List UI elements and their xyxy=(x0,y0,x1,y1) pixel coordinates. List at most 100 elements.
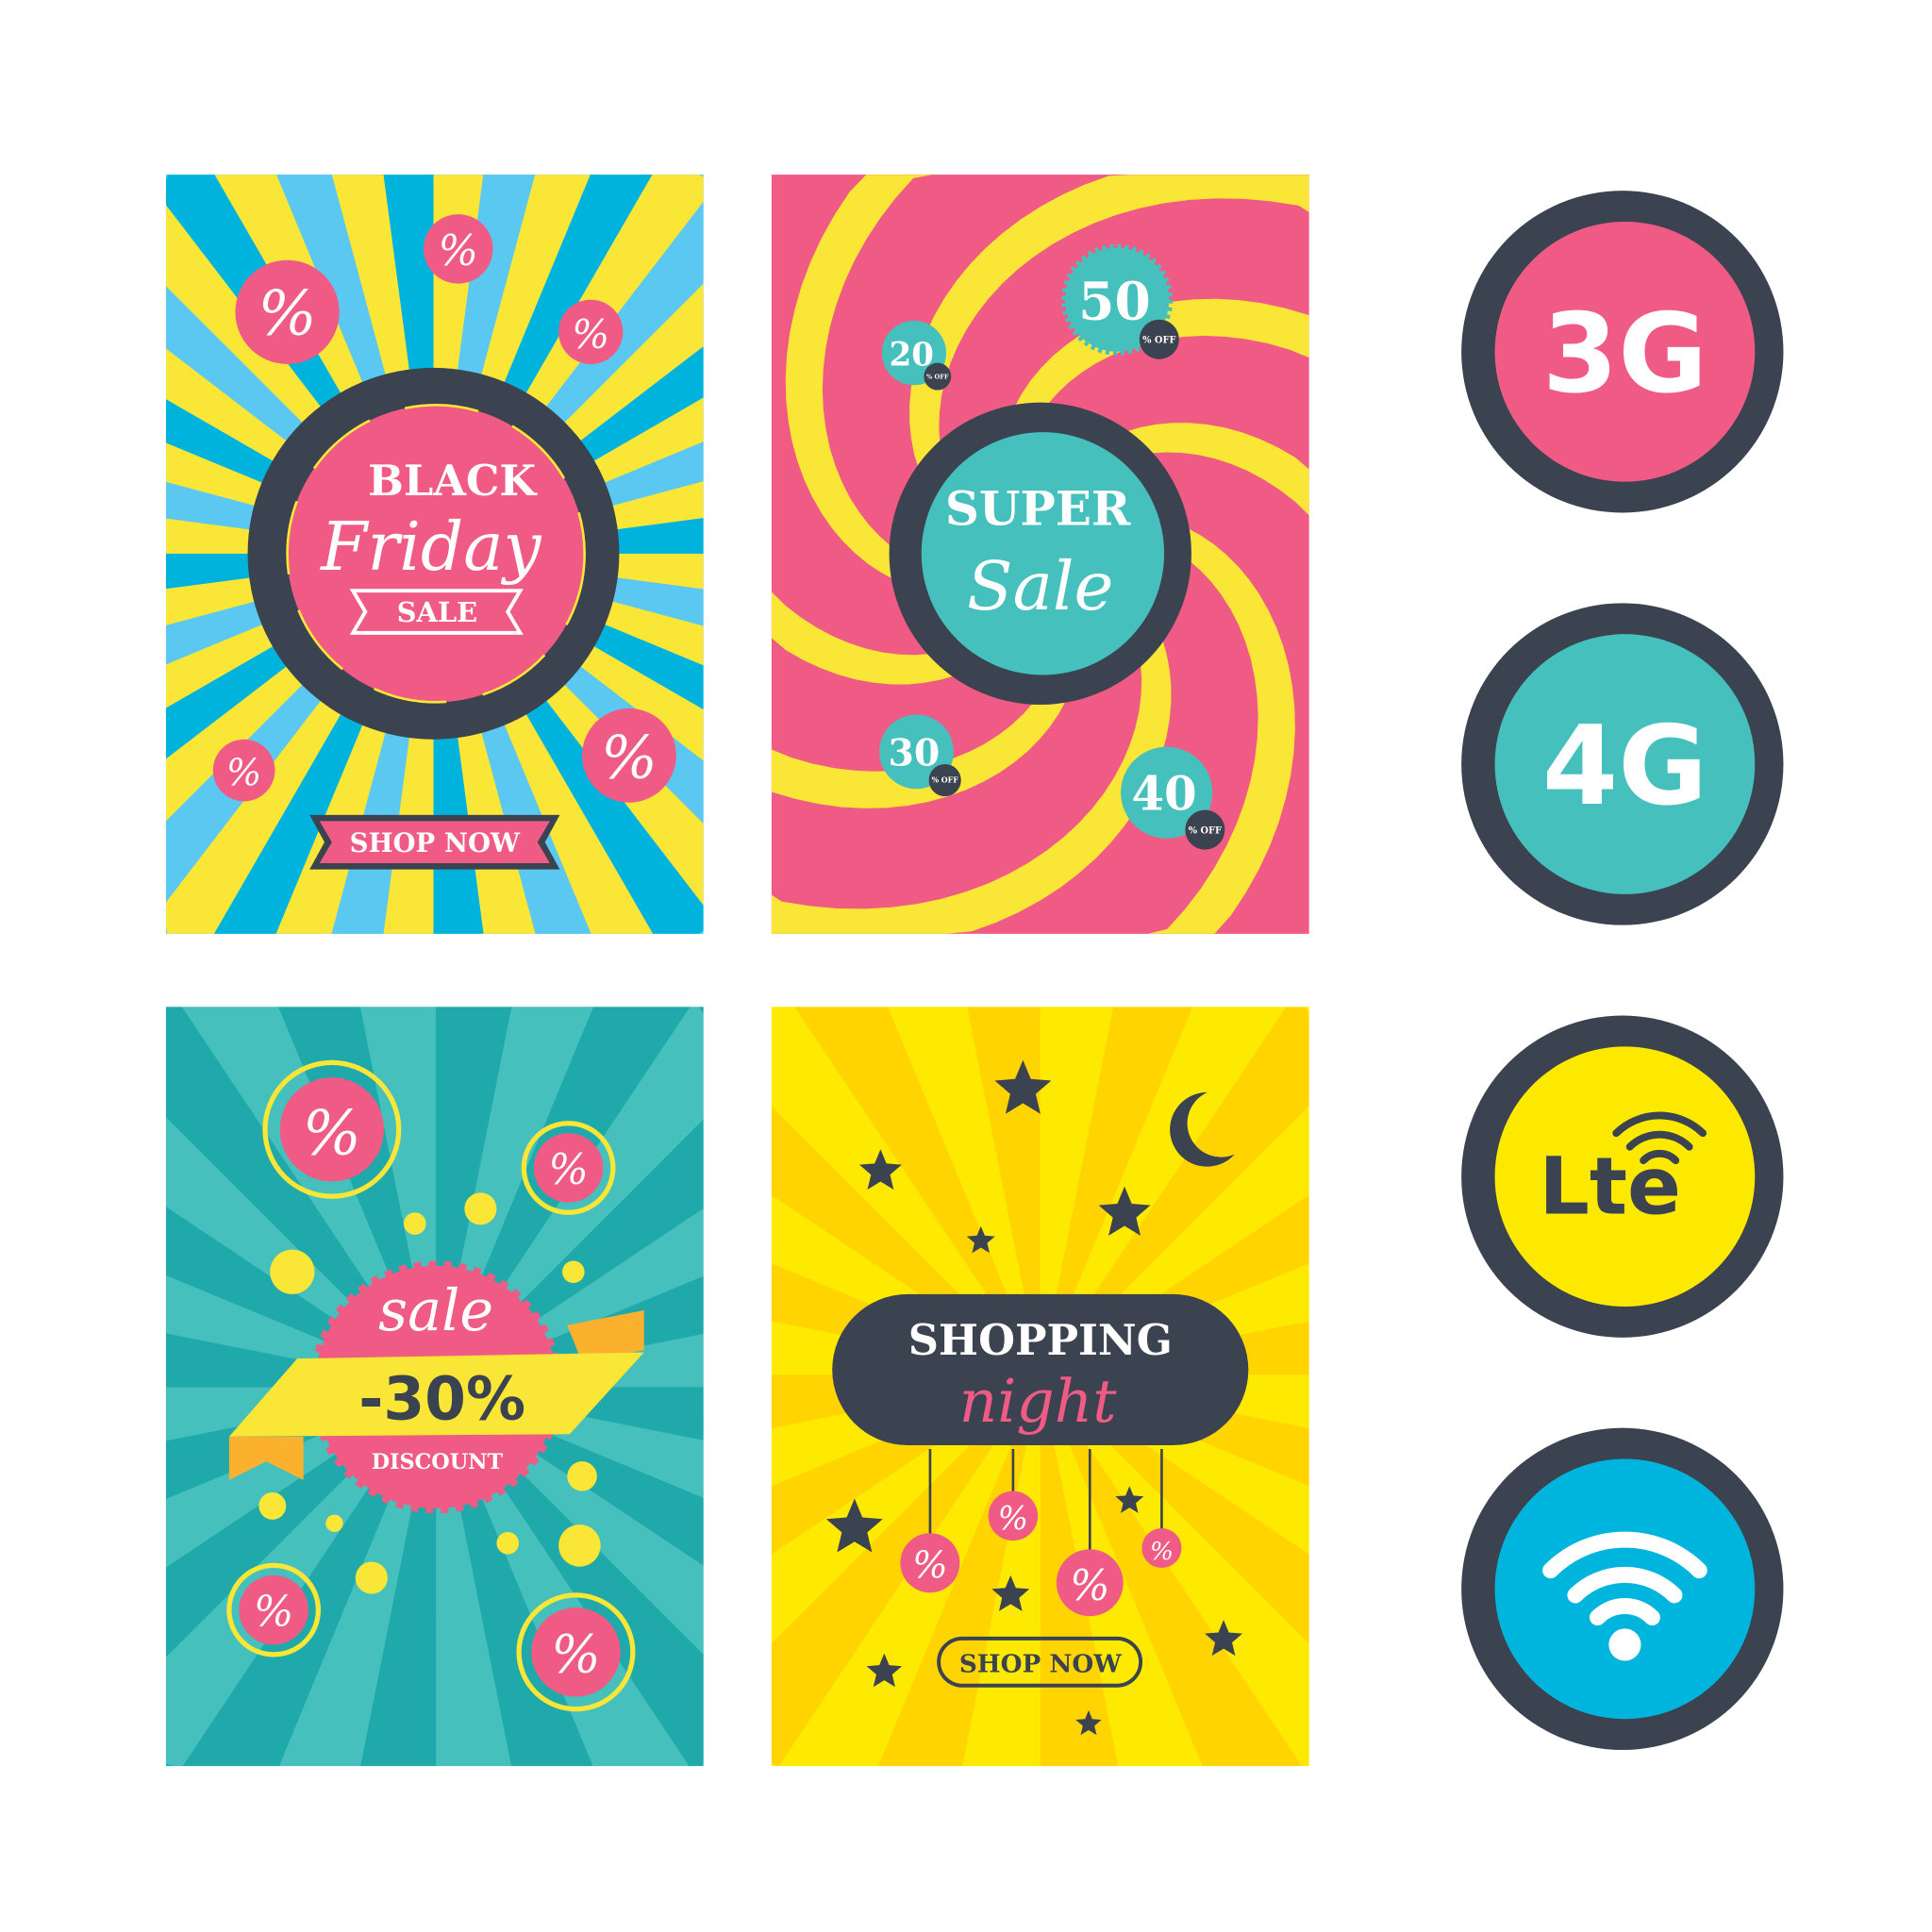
star-icon xyxy=(1075,1710,1102,1736)
star-icon xyxy=(1098,1186,1151,1236)
ray xyxy=(433,553,654,934)
star-icon xyxy=(1205,1620,1243,1657)
percent-badge: % xyxy=(521,1121,616,1215)
black-friday-poster: % % % % % BLACK Friday SALE SHOP NOW xyxy=(165,175,704,934)
ray xyxy=(1040,1374,1309,1767)
svg-text:%: % xyxy=(998,1500,1028,1538)
percent-badge: % xyxy=(262,1059,402,1199)
svg-text:40: 40 xyxy=(1131,766,1196,822)
svg-text:%: % xyxy=(551,1624,600,1685)
svg-text:%: % xyxy=(254,1588,293,1637)
wifi-icon xyxy=(1461,1427,1784,1751)
star-icon xyxy=(966,1225,995,1254)
star-icon xyxy=(858,1149,902,1191)
svg-text:SHOP NOW: SHOP NOW xyxy=(350,828,521,858)
ray xyxy=(436,1387,512,1767)
swirl-arm xyxy=(816,423,1309,934)
title-pill xyxy=(832,1293,1249,1446)
badge-suffix: % OFF xyxy=(926,374,949,381)
discount-label: DISCOUNT xyxy=(372,1450,504,1474)
percent-badge: % xyxy=(235,259,340,364)
ray xyxy=(360,1387,437,1767)
ray xyxy=(1040,1374,1119,1767)
swirl-arm xyxy=(785,175,1309,594)
sale-script-text: sale xyxy=(378,1278,493,1344)
discount-badge-40: 40 % OFF xyxy=(1121,746,1225,850)
ray xyxy=(1040,1007,1114,1375)
svg-text:50: 50 xyxy=(1078,272,1151,333)
badge-suffix: % OFF xyxy=(1142,336,1175,346)
percent-badge: % xyxy=(558,299,624,364)
yellow-dots xyxy=(258,1192,601,1594)
svg-text:%: % xyxy=(439,226,478,275)
percent-badge: % xyxy=(900,1533,960,1593)
percent-badge: % xyxy=(226,1562,322,1657)
badge-suffix: % OFF xyxy=(1189,826,1222,837)
ray xyxy=(771,1007,1041,1375)
ray xyxy=(165,1387,437,1499)
stars xyxy=(825,1059,1243,1736)
svg-text:4G: 4G xyxy=(1542,704,1707,830)
svg-text:%: % xyxy=(303,1098,361,1170)
svg-text:20: 20 xyxy=(889,336,934,374)
discount-badge-20: 20 % OFF xyxy=(881,321,952,391)
night-text: night xyxy=(959,1367,1118,1436)
discount-value: -30% xyxy=(358,1364,525,1433)
svg-text:%: % xyxy=(572,311,609,358)
sale-text: SALE xyxy=(397,596,478,628)
discount-badge-50: 50 % OFF xyxy=(1061,243,1179,359)
svg-text:3G: 3G xyxy=(1542,291,1707,418)
badge-suffix: % OFF xyxy=(932,776,959,785)
svg-text:%: % xyxy=(548,1145,588,1194)
shop-now-button[interactable]: SHOP NOW xyxy=(309,814,560,870)
svg-text:%: % xyxy=(1070,1561,1109,1610)
percent-badge: % xyxy=(582,708,676,803)
ray xyxy=(1040,1374,1302,1767)
super-text: SUPER xyxy=(945,481,1131,537)
svg-text:%: % xyxy=(912,1544,947,1588)
star-icon xyxy=(994,1059,1052,1114)
ray xyxy=(1040,1007,1309,1375)
percent-badge: % xyxy=(423,214,493,284)
black-text: BLACK xyxy=(368,456,538,506)
swirl-pattern xyxy=(771,175,1309,934)
sale-script-text: Sale xyxy=(967,547,1113,625)
percent-badge: % xyxy=(988,1491,1039,1541)
swirl-arm xyxy=(771,513,1295,934)
shop-now-button[interactable]: SHOP NOW xyxy=(937,1636,1143,1688)
star-icon xyxy=(1115,1486,1144,1513)
ribbon xyxy=(228,1352,644,1437)
svg-text:%: % xyxy=(1150,1538,1174,1566)
svg-text:SHOP NOW: SHOP NOW xyxy=(959,1649,1122,1678)
svg-text:%: % xyxy=(601,723,658,791)
percent-badge: % xyxy=(1141,1528,1182,1569)
percent-badge: % xyxy=(516,1592,636,1712)
discount-poster: % % % % sale -30% DISCOUNT xyxy=(165,1007,704,1767)
discount-badge-30: 30 % OFF xyxy=(879,714,961,797)
star-icon xyxy=(825,1498,883,1553)
ray xyxy=(433,175,653,554)
swirl-arm xyxy=(771,175,1264,685)
ray xyxy=(433,397,704,554)
ray xyxy=(433,553,591,934)
svg-text:%: % xyxy=(258,277,316,349)
svg-text:%: % xyxy=(226,751,261,794)
ray xyxy=(771,1263,1041,1375)
ray xyxy=(771,1374,1041,1644)
ray xyxy=(771,1374,1041,1555)
3g-icon: 3G xyxy=(1461,191,1784,513)
ray xyxy=(962,1374,1041,1767)
percent-badge: % xyxy=(1056,1549,1124,1617)
star-icon xyxy=(866,1653,903,1688)
svg-text:30: 30 xyxy=(888,731,940,774)
4g-icon: 4G xyxy=(1461,603,1784,925)
lte-icon: Lte xyxy=(1461,1015,1784,1338)
super-sale-poster: SUPER Sale 50 % OFF 20 % OFF 30 % OFF 40… xyxy=(771,175,1309,934)
moon-icon xyxy=(1170,1091,1235,1167)
shopping-text: SHOPPING xyxy=(908,1315,1173,1365)
percent-badge: % xyxy=(212,739,275,802)
friday-text: Friday xyxy=(319,508,541,586)
star-icon xyxy=(991,1574,1030,1611)
shopping-night-poster: SHOPPING night % % % % SHOP NOW xyxy=(771,1007,1309,1767)
